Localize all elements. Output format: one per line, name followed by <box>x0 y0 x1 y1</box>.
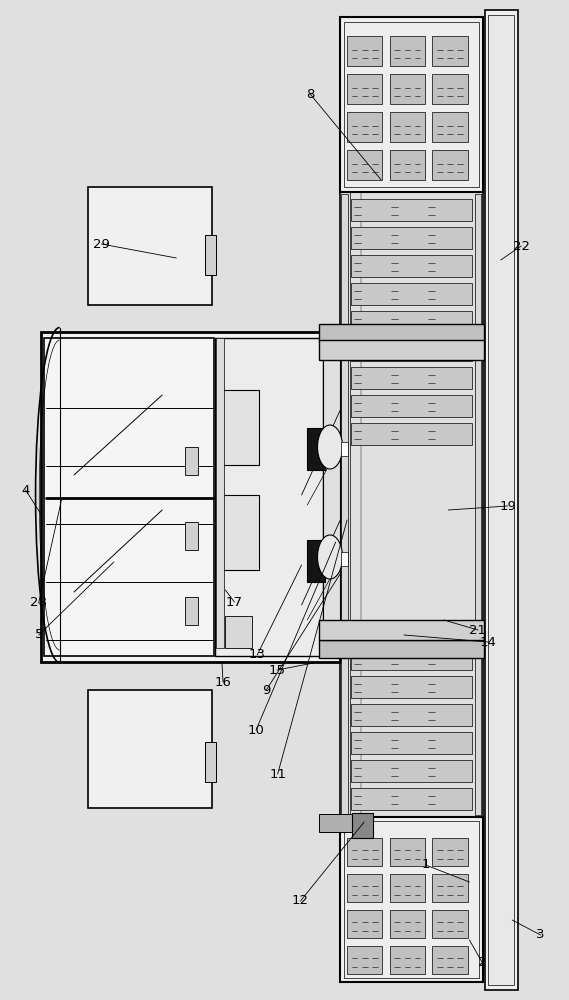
Bar <box>341 194 348 815</box>
Bar <box>432 946 468 974</box>
Bar <box>221 390 259 465</box>
Bar <box>390 946 425 974</box>
Bar <box>351 227 472 249</box>
Bar <box>205 235 216 275</box>
Bar <box>88 187 212 305</box>
Text: 8: 8 <box>306 88 314 101</box>
Bar <box>432 150 468 180</box>
Bar <box>352 813 373 838</box>
Text: 9: 9 <box>262 684 270 696</box>
Bar <box>344 22 479 187</box>
Text: 5: 5 <box>35 629 43 642</box>
Bar <box>185 522 198 550</box>
Bar <box>205 742 216 782</box>
Bar <box>351 704 472 726</box>
Bar <box>432 74 468 104</box>
Bar <box>323 338 340 656</box>
Bar <box>347 150 382 180</box>
Text: 4: 4 <box>22 484 30 496</box>
Text: 12: 12 <box>292 894 309 908</box>
Circle shape <box>318 425 343 469</box>
Bar <box>485 10 518 990</box>
Bar <box>347 838 382 866</box>
Text: 15: 15 <box>269 664 286 676</box>
Bar <box>390 36 425 66</box>
Bar <box>351 620 472 642</box>
Bar <box>351 423 472 445</box>
Bar <box>347 910 382 938</box>
Bar <box>351 760 472 782</box>
Text: 2: 2 <box>479 956 486 970</box>
Bar <box>351 199 472 221</box>
Bar <box>488 15 514 985</box>
Bar <box>41 332 340 662</box>
Bar <box>319 620 484 640</box>
Bar <box>351 311 472 333</box>
Bar <box>351 732 472 754</box>
Bar <box>347 112 382 142</box>
Bar <box>432 112 468 142</box>
Bar <box>319 324 484 342</box>
Bar <box>475 194 481 815</box>
Text: 29: 29 <box>93 237 110 250</box>
Bar <box>351 255 472 277</box>
Bar <box>390 150 425 180</box>
Bar <box>390 910 425 938</box>
Bar <box>44 338 214 656</box>
Bar <box>347 946 382 974</box>
Bar <box>215 338 323 656</box>
Bar <box>319 814 353 832</box>
Bar <box>341 552 348 566</box>
Bar <box>390 74 425 104</box>
Bar <box>319 340 484 360</box>
Text: 3: 3 <box>537 928 545 942</box>
Text: 28: 28 <box>30 596 47 609</box>
Bar <box>307 428 325 470</box>
Bar <box>432 36 468 66</box>
Bar <box>351 395 472 417</box>
Text: 16: 16 <box>215 676 232 688</box>
Text: 19: 19 <box>499 499 516 512</box>
Bar <box>225 616 252 648</box>
Text: 11: 11 <box>269 768 286 780</box>
Bar <box>347 74 382 104</box>
Text: 13: 13 <box>249 648 266 662</box>
Bar <box>340 17 483 192</box>
Bar <box>185 447 198 475</box>
Bar <box>344 821 479 978</box>
Circle shape <box>318 535 343 579</box>
Bar <box>319 640 484 658</box>
Text: 10: 10 <box>248 724 265 736</box>
Bar <box>351 676 472 698</box>
Bar <box>351 283 472 305</box>
Bar <box>340 817 483 982</box>
Text: 17: 17 <box>226 595 243 608</box>
Text: 21: 21 <box>469 624 486 637</box>
Bar <box>185 597 198 625</box>
Bar <box>432 910 468 938</box>
Bar <box>341 442 348 456</box>
Bar <box>351 367 472 389</box>
Text: 1: 1 <box>422 858 430 871</box>
Bar <box>390 874 425 902</box>
Bar <box>307 540 325 582</box>
Bar <box>88 690 212 808</box>
Bar <box>432 838 468 866</box>
Text: 22: 22 <box>513 239 530 252</box>
Bar <box>390 112 425 142</box>
Bar <box>351 788 472 810</box>
Bar <box>216 338 224 648</box>
Bar <box>221 495 259 570</box>
Bar <box>432 874 468 902</box>
Bar <box>351 339 472 361</box>
Bar <box>390 838 425 866</box>
Bar <box>351 648 472 670</box>
Bar <box>347 874 382 902</box>
Text: 14: 14 <box>480 636 497 648</box>
Bar <box>347 36 382 66</box>
Bar <box>340 192 483 817</box>
